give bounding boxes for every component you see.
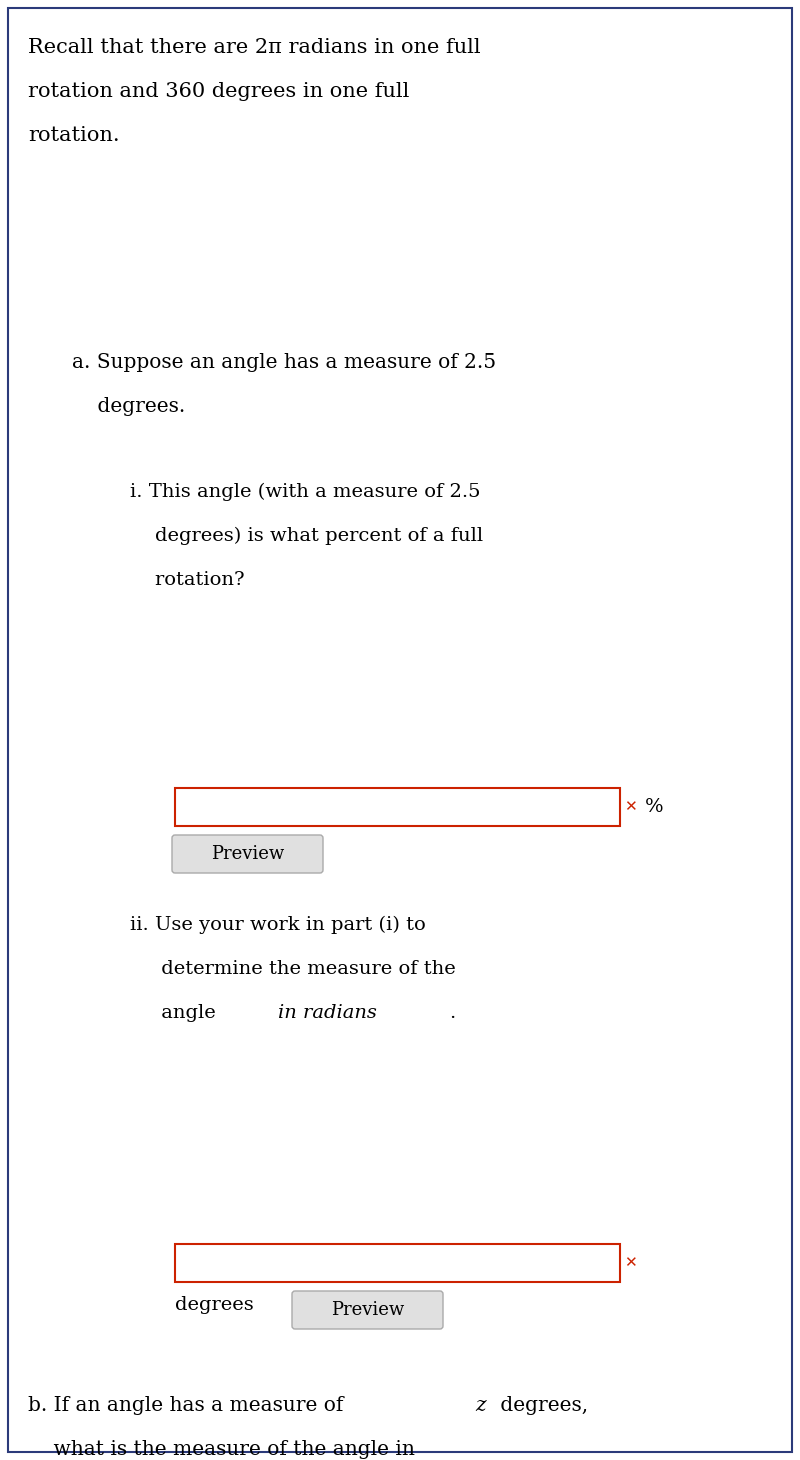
Text: i. This angle (with a measure of 2.5: i. This angle (with a measure of 2.5 bbox=[130, 483, 481, 501]
Text: %: % bbox=[645, 799, 664, 816]
Text: degrees.: degrees. bbox=[72, 397, 186, 416]
Text: degrees,: degrees, bbox=[494, 1396, 588, 1415]
Text: ii. Use your work in part (i) to: ii. Use your work in part (i) to bbox=[130, 915, 426, 934]
Text: rotation?: rotation? bbox=[130, 571, 245, 588]
Text: angle: angle bbox=[130, 1004, 222, 1022]
Text: b. If an angle has a measure of: b. If an angle has a measure of bbox=[28, 1396, 350, 1415]
Text: in radians: in radians bbox=[278, 1004, 378, 1022]
Text: determine the measure of the: determine the measure of the bbox=[130, 961, 456, 978]
Text: rotation and 360 degrees in one full: rotation and 360 degrees in one full bbox=[28, 82, 410, 101]
Text: rotation.: rotation. bbox=[28, 126, 120, 145]
Text: Preview: Preview bbox=[211, 845, 284, 863]
FancyBboxPatch shape bbox=[172, 835, 323, 873]
Text: degrees: degrees bbox=[175, 1296, 254, 1314]
Text: Recall that there are 2π radians in one full: Recall that there are 2π radians in one … bbox=[28, 38, 481, 57]
Text: ✕: ✕ bbox=[624, 1256, 637, 1270]
Text: degrees) is what percent of a full: degrees) is what percent of a full bbox=[130, 527, 483, 545]
FancyBboxPatch shape bbox=[8, 7, 792, 1453]
Text: Preview: Preview bbox=[331, 1301, 404, 1318]
FancyBboxPatch shape bbox=[292, 1291, 443, 1329]
FancyBboxPatch shape bbox=[175, 1244, 620, 1282]
Text: a. Suppose an angle has a measure of 2.5: a. Suppose an angle has a measure of 2.5 bbox=[72, 353, 496, 372]
Text: what is the measure of the angle in: what is the measure of the angle in bbox=[28, 1440, 415, 1459]
Text: .: . bbox=[449, 1004, 455, 1022]
Text: ✕: ✕ bbox=[624, 800, 637, 815]
FancyBboxPatch shape bbox=[175, 788, 620, 826]
Text: z: z bbox=[475, 1396, 486, 1415]
